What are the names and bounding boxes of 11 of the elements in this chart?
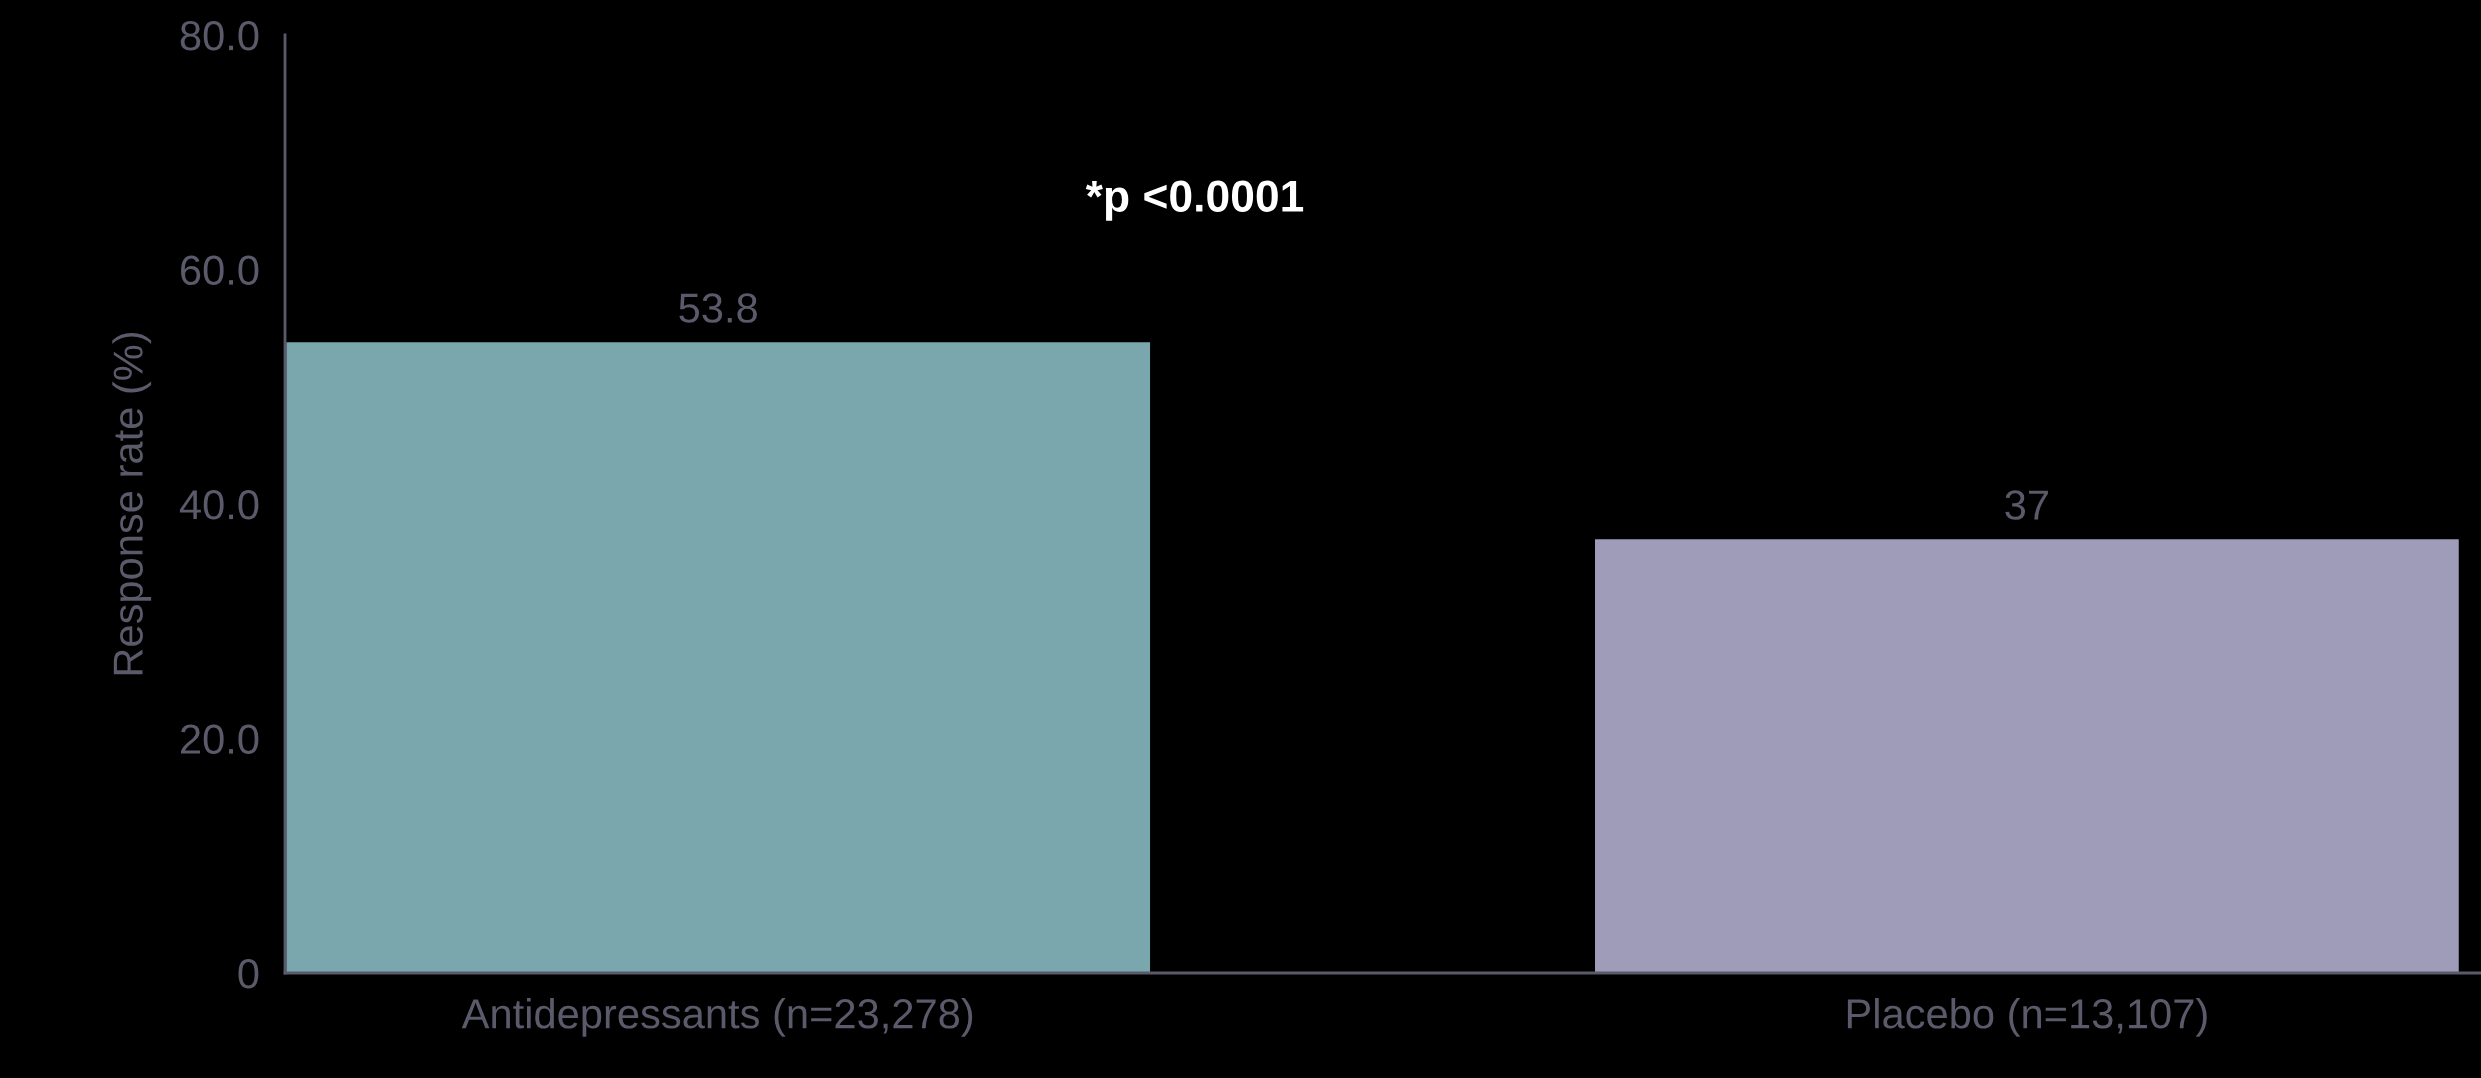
data-label: 53.8: [679, 293, 757, 323]
y-axis-title: Response rate (%): [112, 332, 152, 675]
x-tick-label: Antidepressants (n=23,278): [461, 998, 973, 1037]
y-tick-label: 0: [238, 959, 259, 989]
y-tick-label: 20.0: [181, 724, 259, 755]
y-tick-label: 60.0: [181, 255, 259, 286]
annotation: *p <0.0001: [1085, 180, 1304, 221]
y-tick-label: 80.0: [180, 21, 259, 51]
data-label: 37: [2005, 490, 2048, 520]
y-tick-label: 40.0: [179, 490, 259, 520]
x-tick-label: Placebo (n=13,107): [1847, 998, 2207, 1037]
